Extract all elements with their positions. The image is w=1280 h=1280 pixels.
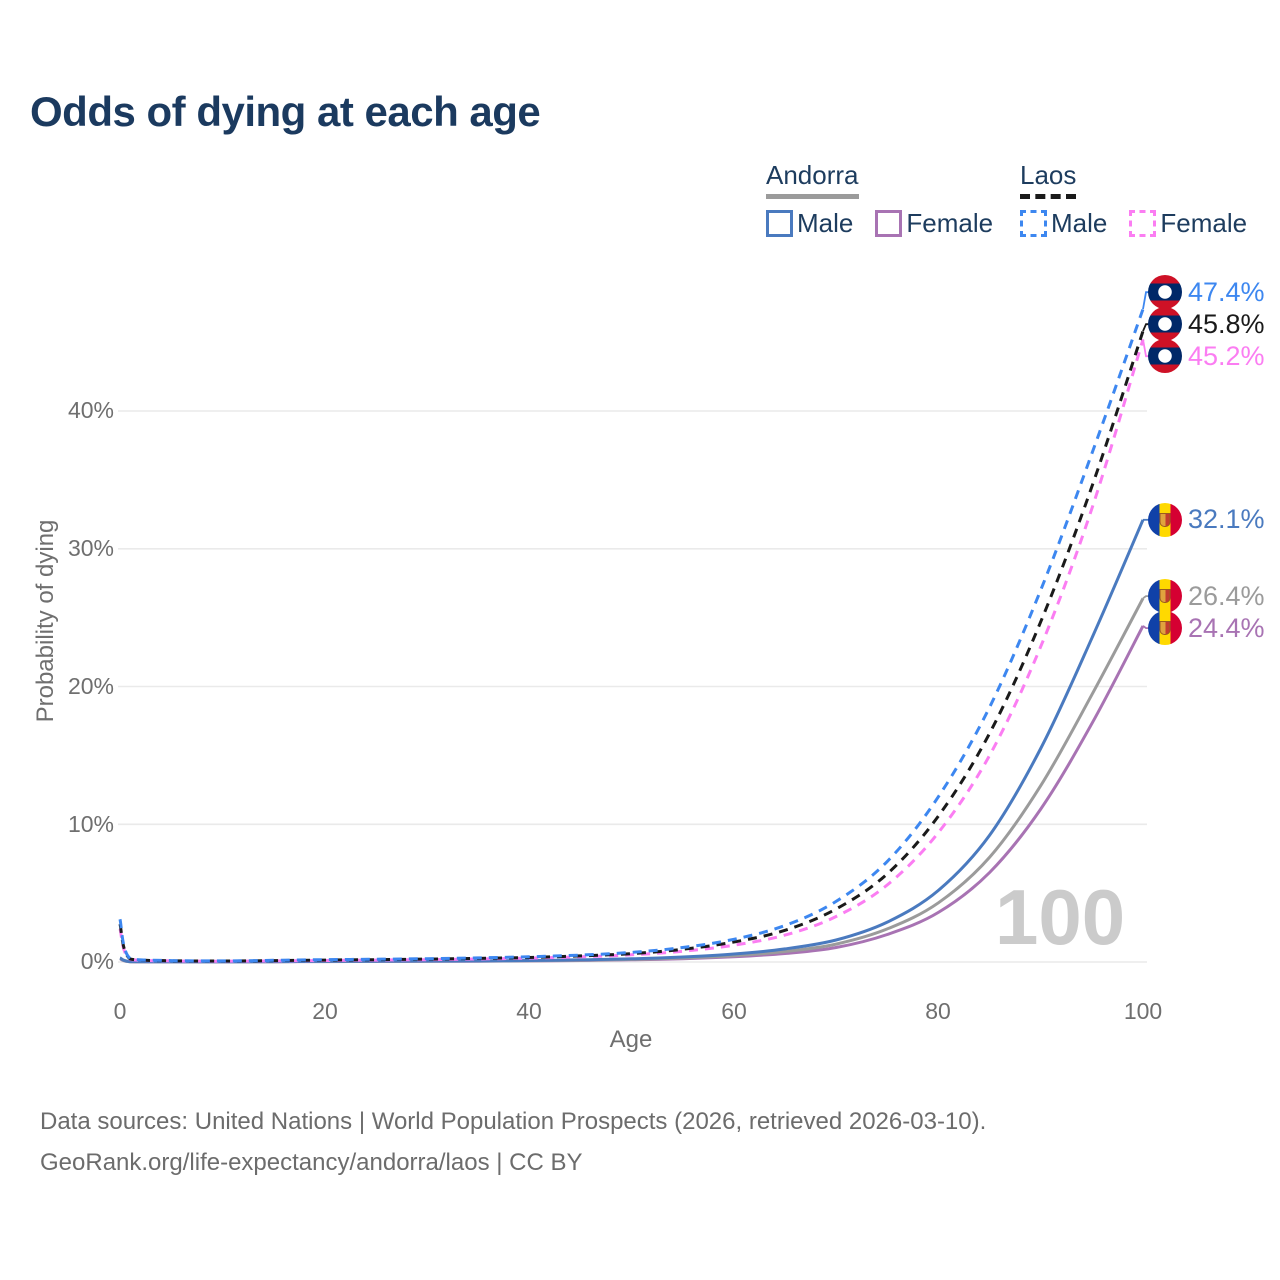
y-tick-10: 10% [67,811,114,837]
end-label-laos-male: 47.4% [1148,274,1265,310]
legend-swatch-laos-male [1020,210,1047,237]
legend-country-andorra: Andorra [766,160,859,199]
x-tick-0: 0 [113,998,127,1024]
data-source-text: Data sources: United Nations | World Pop… [40,1108,987,1135]
y-axis-title: Probability of dying [32,519,59,723]
legend-label-laos-female: Female [1160,208,1248,238]
watermark-max-age: 100 [995,873,1126,961]
laos-flag-icon [1148,307,1182,342]
x-tick-20: 20 [312,998,338,1024]
laos-flag-icon [1148,275,1182,310]
y-tick-40: 40% [67,397,114,423]
x-tick-100: 100 [1123,998,1163,1024]
laos-flag-icon [1148,339,1182,374]
x-axis-title: Age [609,1026,653,1053]
series-line-andorra-both-sexes [119,597,1145,964]
end-value-label: 32.1% [1188,504,1265,535]
end-label-andorra-male: 32.1% [1148,502,1265,538]
end-value-label: 24.4% [1188,612,1265,643]
end-label-andorra-female: 24.4% [1148,610,1265,646]
legend-label-andorra-female: Female [906,208,994,238]
x-tick-60: 60 [721,998,747,1024]
end-value-label: 26.4% [1188,580,1265,611]
legend-label-andorra-male: Male [797,208,854,238]
andorra-emblem [1159,621,1171,636]
andorra-emblem [1159,512,1171,527]
series-line-andorra-male [119,519,1145,964]
legend-swatch-andorra-male [766,210,793,237]
andorra-flag-icon [1148,611,1182,646]
end-value-label: 45.8% [1188,308,1265,339]
series-line-laos-female [118,338,1145,963]
series-line-andorra-female [119,625,1145,964]
x-tick-80: 80 [925,998,951,1024]
end-value-label: 47.4% [1188,276,1265,307]
attribution-text: GeoRank.org/life-expectancy/andorra/laos… [40,1149,583,1176]
end-label-laos-female: 45.2% [1148,338,1265,374]
end-label-andorra-both: 26.4% [1148,578,1265,614]
legend-swatch-andorra-female [875,210,903,237]
andorra-flag-icon [1148,579,1182,614]
legend-group-laos: Laos Male Female [1020,160,1247,239]
end-label-laos-both: 45.8% [1148,306,1265,342]
page-title: Odds of dying at each age [30,88,541,135]
legend-label-laos-male: Male [1051,208,1108,238]
x-tick-40: 40 [516,998,542,1024]
y-tick-20: 20% [67,673,114,699]
end-value-label: 45.2% [1188,340,1265,371]
legend-group-andorra: Andorra Male Female [766,160,993,239]
andorra-flag-icon [1148,502,1182,537]
legend-swatch-laos-female [1129,210,1157,237]
series-line-laos-male [118,308,1145,963]
legend-country-laos: Laos [1020,160,1077,199]
andorra-emblem [1159,589,1171,604]
y-tick-0: 0% [80,948,114,974]
series-line-laos-both-sexes [118,330,1145,963]
y-tick-30: 30% [67,535,114,561]
